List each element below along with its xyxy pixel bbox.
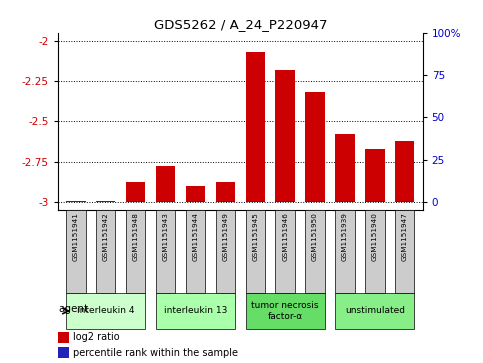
Bar: [335, 293, 414, 329]
Bar: [275, 201, 295, 202]
Text: GSM1151944: GSM1151944: [192, 212, 199, 261]
Bar: [245, 293, 325, 329]
Text: GSM1151949: GSM1151949: [222, 212, 228, 261]
Bar: [395, 210, 414, 293]
Text: agent: agent: [59, 304, 89, 314]
Bar: [156, 293, 235, 329]
Bar: [245, 201, 265, 202]
Text: GSM1151940: GSM1151940: [372, 212, 378, 261]
Bar: [156, 201, 175, 202]
Bar: [58, 332, 69, 343]
Bar: [305, 201, 325, 202]
Text: interleukin 13: interleukin 13: [164, 306, 227, 315]
Text: percentile rank within the sample: percentile rank within the sample: [72, 348, 238, 358]
Text: log2 ratio: log2 ratio: [72, 333, 119, 342]
Bar: [365, 201, 384, 202]
Bar: [305, 92, 325, 202]
Text: unstimulated: unstimulated: [345, 306, 405, 315]
Bar: [245, 210, 265, 293]
Bar: [215, 183, 235, 202]
Title: GDS5262 / A_24_P220947: GDS5262 / A_24_P220947: [154, 19, 327, 32]
Bar: [335, 210, 355, 293]
Bar: [245, 52, 265, 202]
Bar: [96, 210, 115, 293]
Text: GSM1151946: GSM1151946: [282, 212, 288, 261]
Bar: [365, 149, 384, 202]
Bar: [186, 201, 205, 202]
Bar: [186, 186, 205, 202]
Text: GSM1151947: GSM1151947: [402, 212, 408, 261]
Bar: [66, 201, 85, 202]
Text: GSM1151942: GSM1151942: [103, 212, 109, 261]
Text: GSM1151941: GSM1151941: [73, 212, 79, 261]
Bar: [126, 183, 145, 202]
Text: tumor necrosis
factor-α: tumor necrosis factor-α: [251, 301, 319, 321]
Bar: [305, 210, 325, 293]
Bar: [335, 201, 355, 202]
Bar: [58, 347, 69, 358]
Bar: [66, 293, 145, 329]
Bar: [126, 210, 145, 293]
Bar: [96, 201, 115, 202]
Bar: [215, 210, 235, 293]
Text: GSM1151939: GSM1151939: [342, 212, 348, 261]
Text: GSM1151950: GSM1151950: [312, 212, 318, 261]
Bar: [66, 210, 85, 293]
Bar: [365, 210, 384, 293]
Bar: [335, 134, 355, 202]
Text: GSM1151943: GSM1151943: [163, 212, 169, 261]
Bar: [156, 166, 175, 202]
Bar: [215, 201, 235, 202]
Bar: [395, 201, 414, 202]
Text: GSM1151948: GSM1151948: [133, 212, 139, 261]
Text: GSM1151945: GSM1151945: [252, 212, 258, 261]
Bar: [395, 140, 414, 202]
Text: interleukin 4: interleukin 4: [77, 306, 135, 315]
Bar: [275, 210, 295, 293]
Bar: [156, 210, 175, 293]
Bar: [186, 210, 205, 293]
Bar: [275, 70, 295, 202]
Bar: [126, 201, 145, 202]
